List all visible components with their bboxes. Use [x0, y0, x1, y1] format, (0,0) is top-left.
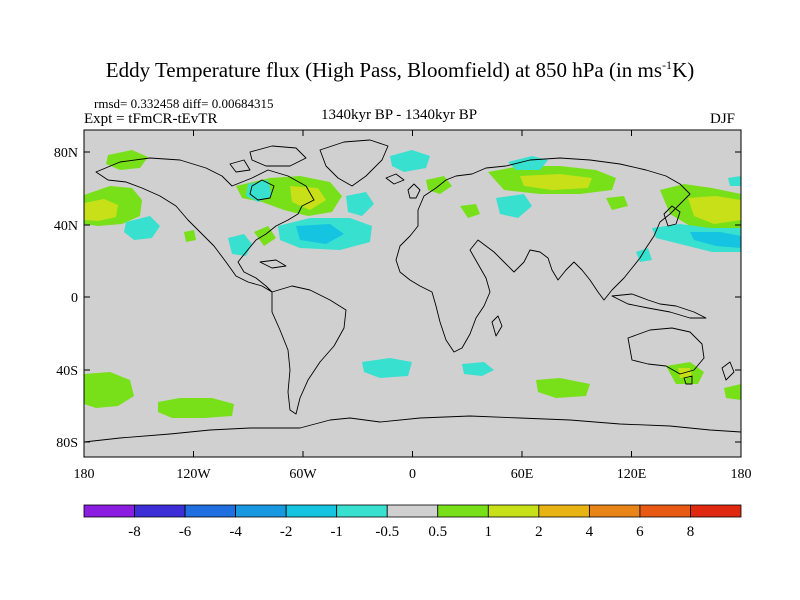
axis-ticks	[83, 130, 742, 457]
lon-label-60w: 60W	[289, 467, 317, 482]
colorbar-label: 8	[687, 524, 695, 540]
lon-label-120e: 120E	[617, 467, 647, 482]
lat-label-40n: 40N	[54, 219, 78, 234]
colorbar-label: -2	[280, 524, 293, 540]
colorbar-label: -6	[179, 524, 192, 540]
colorbar	[83, 504, 742, 518]
coast-tasmania	[683, 375, 693, 385]
coast-north-america	[95, 157, 315, 293]
lat-label-80n: 80N	[54, 146, 78, 161]
colorbar-label: 2	[535, 524, 543, 540]
region-s-pacific-mid-positive	[158, 398, 234, 418]
region-asia-positive	[606, 196, 628, 210]
region-s-indian-negative	[462, 362, 494, 376]
region-ak-positive	[106, 150, 148, 170]
region-se-pacific-positive	[724, 384, 741, 400]
colorbar-swatch	[134, 504, 186, 518]
season-label: DJF	[710, 111, 736, 127]
region-gulf-positive	[254, 226, 276, 246]
coast-japan	[663, 205, 681, 227]
coast-greenland	[319, 139, 389, 187]
colorbar-label: -8	[128, 524, 141, 540]
region-mideast-positive	[460, 204, 480, 218]
coast-arctic-islands	[229, 145, 307, 173]
lat-label-40s: 40S	[56, 364, 78, 379]
colorbar-swatch	[487, 504, 540, 518]
period-label: 1340kyr BP - 1340kyr BP	[321, 107, 478, 123]
colorbar-swatch	[83, 504, 135, 518]
coastlines	[84, 139, 741, 443]
colorbar-label: 1	[485, 524, 493, 540]
longitude-labels: 180 120W 60W 0 60E 120E 180	[74, 467, 752, 482]
coast-britain	[407, 183, 421, 199]
lon-label-0: 0	[409, 467, 416, 482]
colorbar-swatch	[184, 504, 237, 518]
region-greenland-negative	[390, 150, 430, 172]
colorbar-label: 4	[586, 524, 594, 540]
coast-indonesia	[611, 293, 707, 319]
region-us-negative	[228, 234, 252, 256]
colorbar-labels: -8 -6 -4 -2 -1 -0.5 0.5 1 2 4 6 8	[128, 524, 694, 540]
region-japan-core	[690, 232, 741, 248]
region-canada-core	[290, 186, 326, 210]
colorbar-label: 6	[636, 524, 644, 540]
coast-cuba	[259, 259, 287, 269]
colorbar-label: -4	[229, 524, 242, 540]
colorbar-label: -0.5	[375, 524, 399, 540]
colorbar-swatch	[285, 504, 338, 518]
lon-label-180w: 180	[74, 467, 95, 482]
region-pacific-negative	[124, 216, 160, 240]
figure-title: Eddy Temperature flux (High Pass, Bloomf…	[105, 58, 695, 82]
region-atlantic-core	[296, 224, 344, 244]
colorbar-label: 0.5	[428, 524, 447, 540]
region-ne-pacific-core	[84, 199, 118, 221]
colorbar-swatch	[386, 504, 439, 518]
region-s-pacific-positive	[84, 372, 134, 408]
region-mid-atlantic-negative	[346, 192, 374, 216]
coast-antarctica	[84, 415, 741, 443]
latitude-labels: 80N 40N 0 40S 80S	[54, 146, 78, 451]
region-central-asia-negative	[496, 194, 532, 218]
coast-south-america	[271, 285, 347, 415]
coast-australia	[627, 327, 705, 375]
colorbar-swatch	[538, 504, 590, 518]
lat-label-80s: 80S	[56, 436, 78, 451]
region-pacific-west-positive	[184, 230, 196, 242]
lat-label-0: 0	[71, 291, 78, 306]
colorbar-swatch	[336, 504, 388, 518]
coast-hudson-bay	[249, 179, 275, 201]
coast-new-zealand	[721, 361, 735, 381]
colorbar-swatch	[235, 504, 287, 518]
coast-madagascar	[491, 315, 503, 337]
colorbar-swatch	[639, 504, 691, 518]
lon-label-120w: 120W	[176, 467, 211, 482]
flux-anomaly-regions	[84, 150, 741, 418]
colorbar-swatch	[437, 504, 489, 518]
region-s-atlantic-negative	[362, 358, 412, 378]
lon-label-60e: 60E	[511, 467, 534, 482]
colorbar-swatch	[588, 504, 641, 518]
lon-label-180e: 180	[731, 467, 752, 482]
coast-eurasia-africa	[395, 157, 691, 353]
coast-iceland	[385, 173, 405, 185]
colorbar-label: -1	[330, 524, 343, 540]
region-kamchatka-core	[688, 196, 741, 224]
region-siberia-core	[520, 174, 592, 190]
region-s-indian-positive	[536, 378, 590, 398]
stats-label: rmsd= 0.332458 diff= 0.00684315	[94, 96, 274, 111]
experiment-label: Expt = tFmCR-tEvTR	[84, 111, 218, 127]
colorbar-swatch	[690, 504, 742, 518]
region-nw-pacific-negative	[728, 176, 741, 186]
